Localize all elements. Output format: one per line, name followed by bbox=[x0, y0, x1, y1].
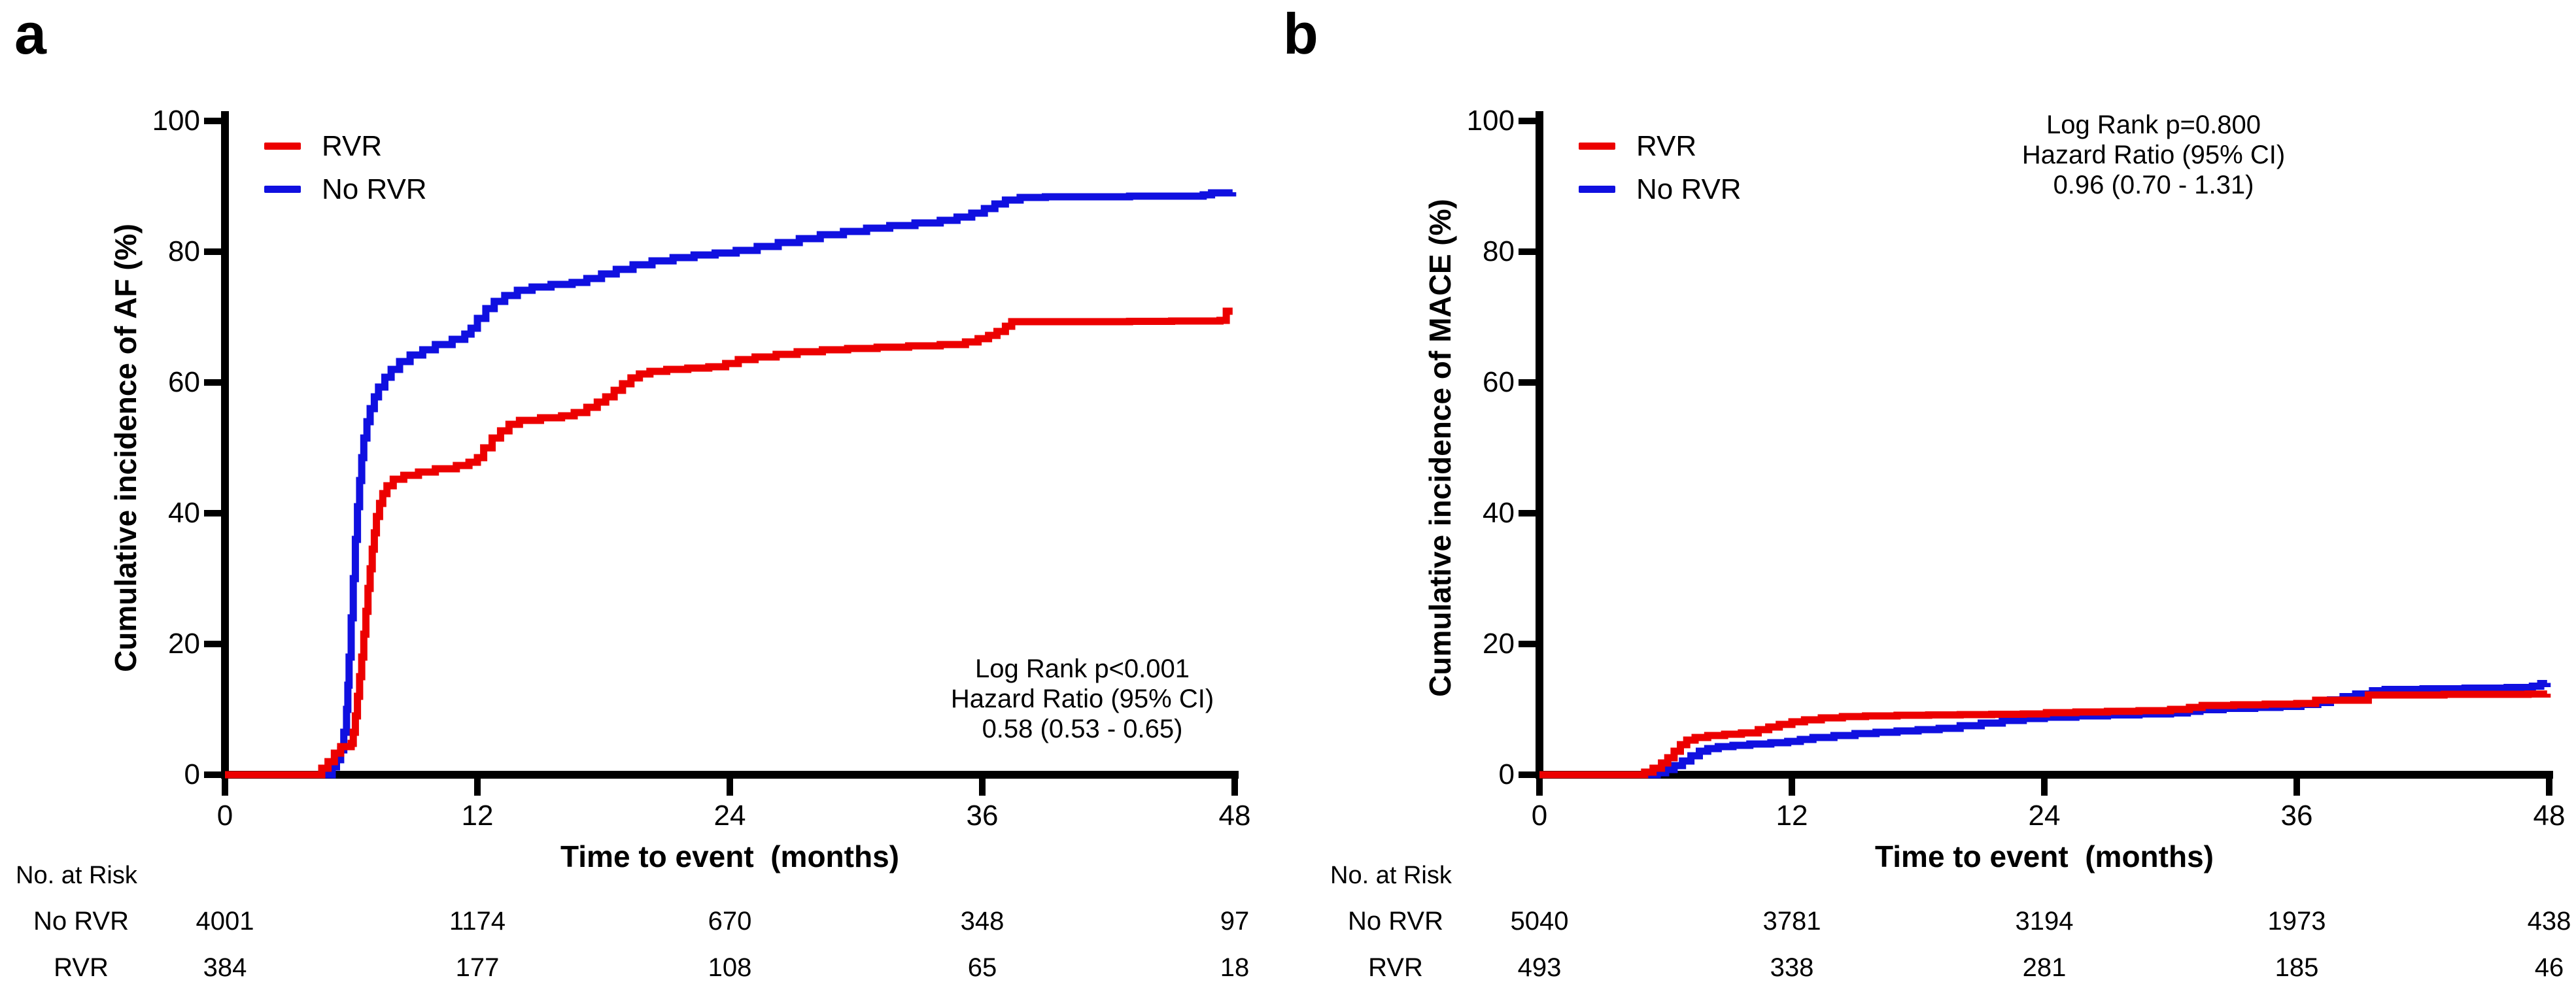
panel-a-stats-annotation: Log Rank p<0.001 Hazard Ratio (95% CI) 0… bbox=[853, 654, 1311, 744]
panel-b-y-tick-label-20: 20 bbox=[1483, 628, 1515, 660]
panel-b-logrank-text: Log Rank p=0.800 bbox=[2046, 110, 2261, 139]
panel-a-logrank-text: Log Rank p<0.001 bbox=[974, 654, 1190, 683]
panel-a-y-tick-label-80: 80 bbox=[168, 235, 200, 267]
panel-a-risk-rvr-24: 108 bbox=[708, 953, 752, 982]
panel-a-y-tick-label-60: 60 bbox=[168, 366, 200, 398]
panel-b-legend-norvr-swatch bbox=[1579, 186, 1615, 193]
panel-b-x-axis-title: Time to event (months) bbox=[1875, 839, 2214, 873]
panel-a-x-tick-label-36: 36 bbox=[966, 800, 999, 832]
panel-b-risk-norvr-48: 438 bbox=[2527, 907, 2571, 936]
panel-b-risk-row-norvr-label: No RVR bbox=[1348, 907, 1443, 936]
panel-a-risk-rvr-0: 384 bbox=[203, 953, 247, 982]
panel-b-legend-rvr-swatch bbox=[1579, 143, 1615, 150]
panel-a-letter: a bbox=[14, 1, 46, 66]
panel-a-y-tick-label-100: 100 bbox=[152, 105, 200, 137]
panel-a-risk-title: No. at Risk bbox=[16, 862, 137, 889]
panel-a-legend-rvr-label: RVR bbox=[322, 130, 383, 162]
panel-b-y-axis-title: Cumulative incidence of MACE (%) bbox=[1423, 199, 1457, 697]
panel-a-legend-norvr-label: No RVR bbox=[322, 173, 427, 205]
panel-b-y-tick-label-40: 40 bbox=[1483, 497, 1515, 529]
panel-a-risk-rvr-36: 65 bbox=[967, 953, 997, 982]
panel-a-y-tick-label-0: 0 bbox=[184, 758, 200, 790]
panel-b-hazard-title: Hazard Ratio (95% CI) bbox=[2021, 141, 2286, 169]
panel-a-risk-norvr-48: 97 bbox=[1220, 907, 1250, 936]
panel-a-legend-norvr-swatch bbox=[264, 186, 301, 193]
panel-b-curve-rvr bbox=[1539, 690, 2551, 779]
panel-a-y-tick-label-20: 20 bbox=[168, 628, 200, 660]
panel-a-risk-rvr-48: 18 bbox=[1220, 953, 1250, 982]
panel-a-x-tick-label-48: 48 bbox=[1218, 800, 1251, 832]
panel-b-letter: b bbox=[1283, 1, 1318, 66]
panel-b-risk-rvr-36: 185 bbox=[2275, 953, 2319, 982]
panel-b-y-tick-label-60: 60 bbox=[1483, 366, 1515, 398]
panel-b-risk-rvr-24: 281 bbox=[2022, 953, 2067, 982]
panel-a-x-tick-label-12: 12 bbox=[461, 800, 494, 832]
panel-a-legend-rvr-swatch bbox=[264, 143, 301, 150]
panel-b-risk-norvr-24: 3194 bbox=[2015, 907, 2074, 936]
panel-a-risk-norvr-36: 348 bbox=[960, 907, 1005, 936]
panel-b-legend-rvr-label: RVR bbox=[1636, 130, 1697, 162]
panel-a-risk-row-norvr-label: No RVR bbox=[33, 907, 129, 936]
panel-b-y-tick-label-80: 80 bbox=[1483, 235, 1515, 267]
panel-b-x-tick-label-36: 36 bbox=[2280, 800, 2313, 832]
panel-b-x-tick-label-12: 12 bbox=[1776, 800, 1808, 832]
panel-a-risk-rvr-12: 177 bbox=[455, 953, 500, 982]
panel-a-risk-row-rvr-label: RVR bbox=[54, 953, 109, 982]
panel-a-risk-norvr-12: 1174 bbox=[449, 907, 506, 936]
panel-a-risk-norvr-0: 4001 bbox=[196, 907, 254, 936]
panel-a-curve-rvr bbox=[225, 307, 1233, 779]
panel-a-risk-norvr-24: 670 bbox=[708, 907, 752, 936]
panel-b-risk-norvr-12: 3781 bbox=[1762, 907, 1821, 936]
panel-b-x-tick-label-48: 48 bbox=[2533, 800, 2566, 832]
panel-b-risk-title: No. at Risk bbox=[1330, 862, 1452, 889]
panel-b-curve-no-rvr bbox=[1539, 680, 2551, 779]
panel-a-curve-no-rvr bbox=[225, 189, 1237, 779]
panel-b-hazard-value: 0.96 (0.70 - 1.31) bbox=[2053, 171, 2254, 199]
panel-b-y-tick-label-100: 100 bbox=[1466, 105, 1515, 137]
panel-b-risk-rvr-48: 46 bbox=[2534, 953, 2564, 982]
panel-b-legend-norvr-label: No RVR bbox=[1636, 173, 1742, 205]
panel-b-risk-norvr-36: 1973 bbox=[2267, 907, 2326, 936]
panel-b-x-tick-label-24: 24 bbox=[2028, 800, 2061, 832]
panel-a-hazard-title: Hazard Ratio (95% CI) bbox=[950, 685, 1214, 713]
panel-a-x-axis-title: Time to event (months) bbox=[560, 839, 899, 873]
panel-a-x-tick-label-24: 24 bbox=[713, 800, 746, 832]
panel-a-x-tick-label-0: 0 bbox=[216, 800, 233, 832]
panel-b-risk-row-rvr-label: RVR bbox=[1368, 953, 1423, 982]
panel-b-y-tick-label-0: 0 bbox=[1498, 758, 1515, 790]
panel-b-stats-annotation: Log Rank p=0.800 Hazard Ratio (95% CI) 0… bbox=[1925, 110, 2382, 200]
panel-b-risk-rvr-0: 493 bbox=[1517, 953, 1562, 982]
panel-a-hazard-value: 0.58 (0.53 - 0.65) bbox=[982, 715, 1183, 743]
panel-b-x-tick-label-0: 0 bbox=[1531, 800, 1548, 832]
panel-a-y-tick-label-40: 40 bbox=[168, 497, 200, 529]
panel-b-risk-rvr-12: 338 bbox=[1770, 953, 1814, 982]
panel-b-risk-norvr-0: 5040 bbox=[1510, 907, 1569, 936]
panel-a-y-axis-title: Cumulative incidence of AF (%) bbox=[109, 224, 143, 672]
